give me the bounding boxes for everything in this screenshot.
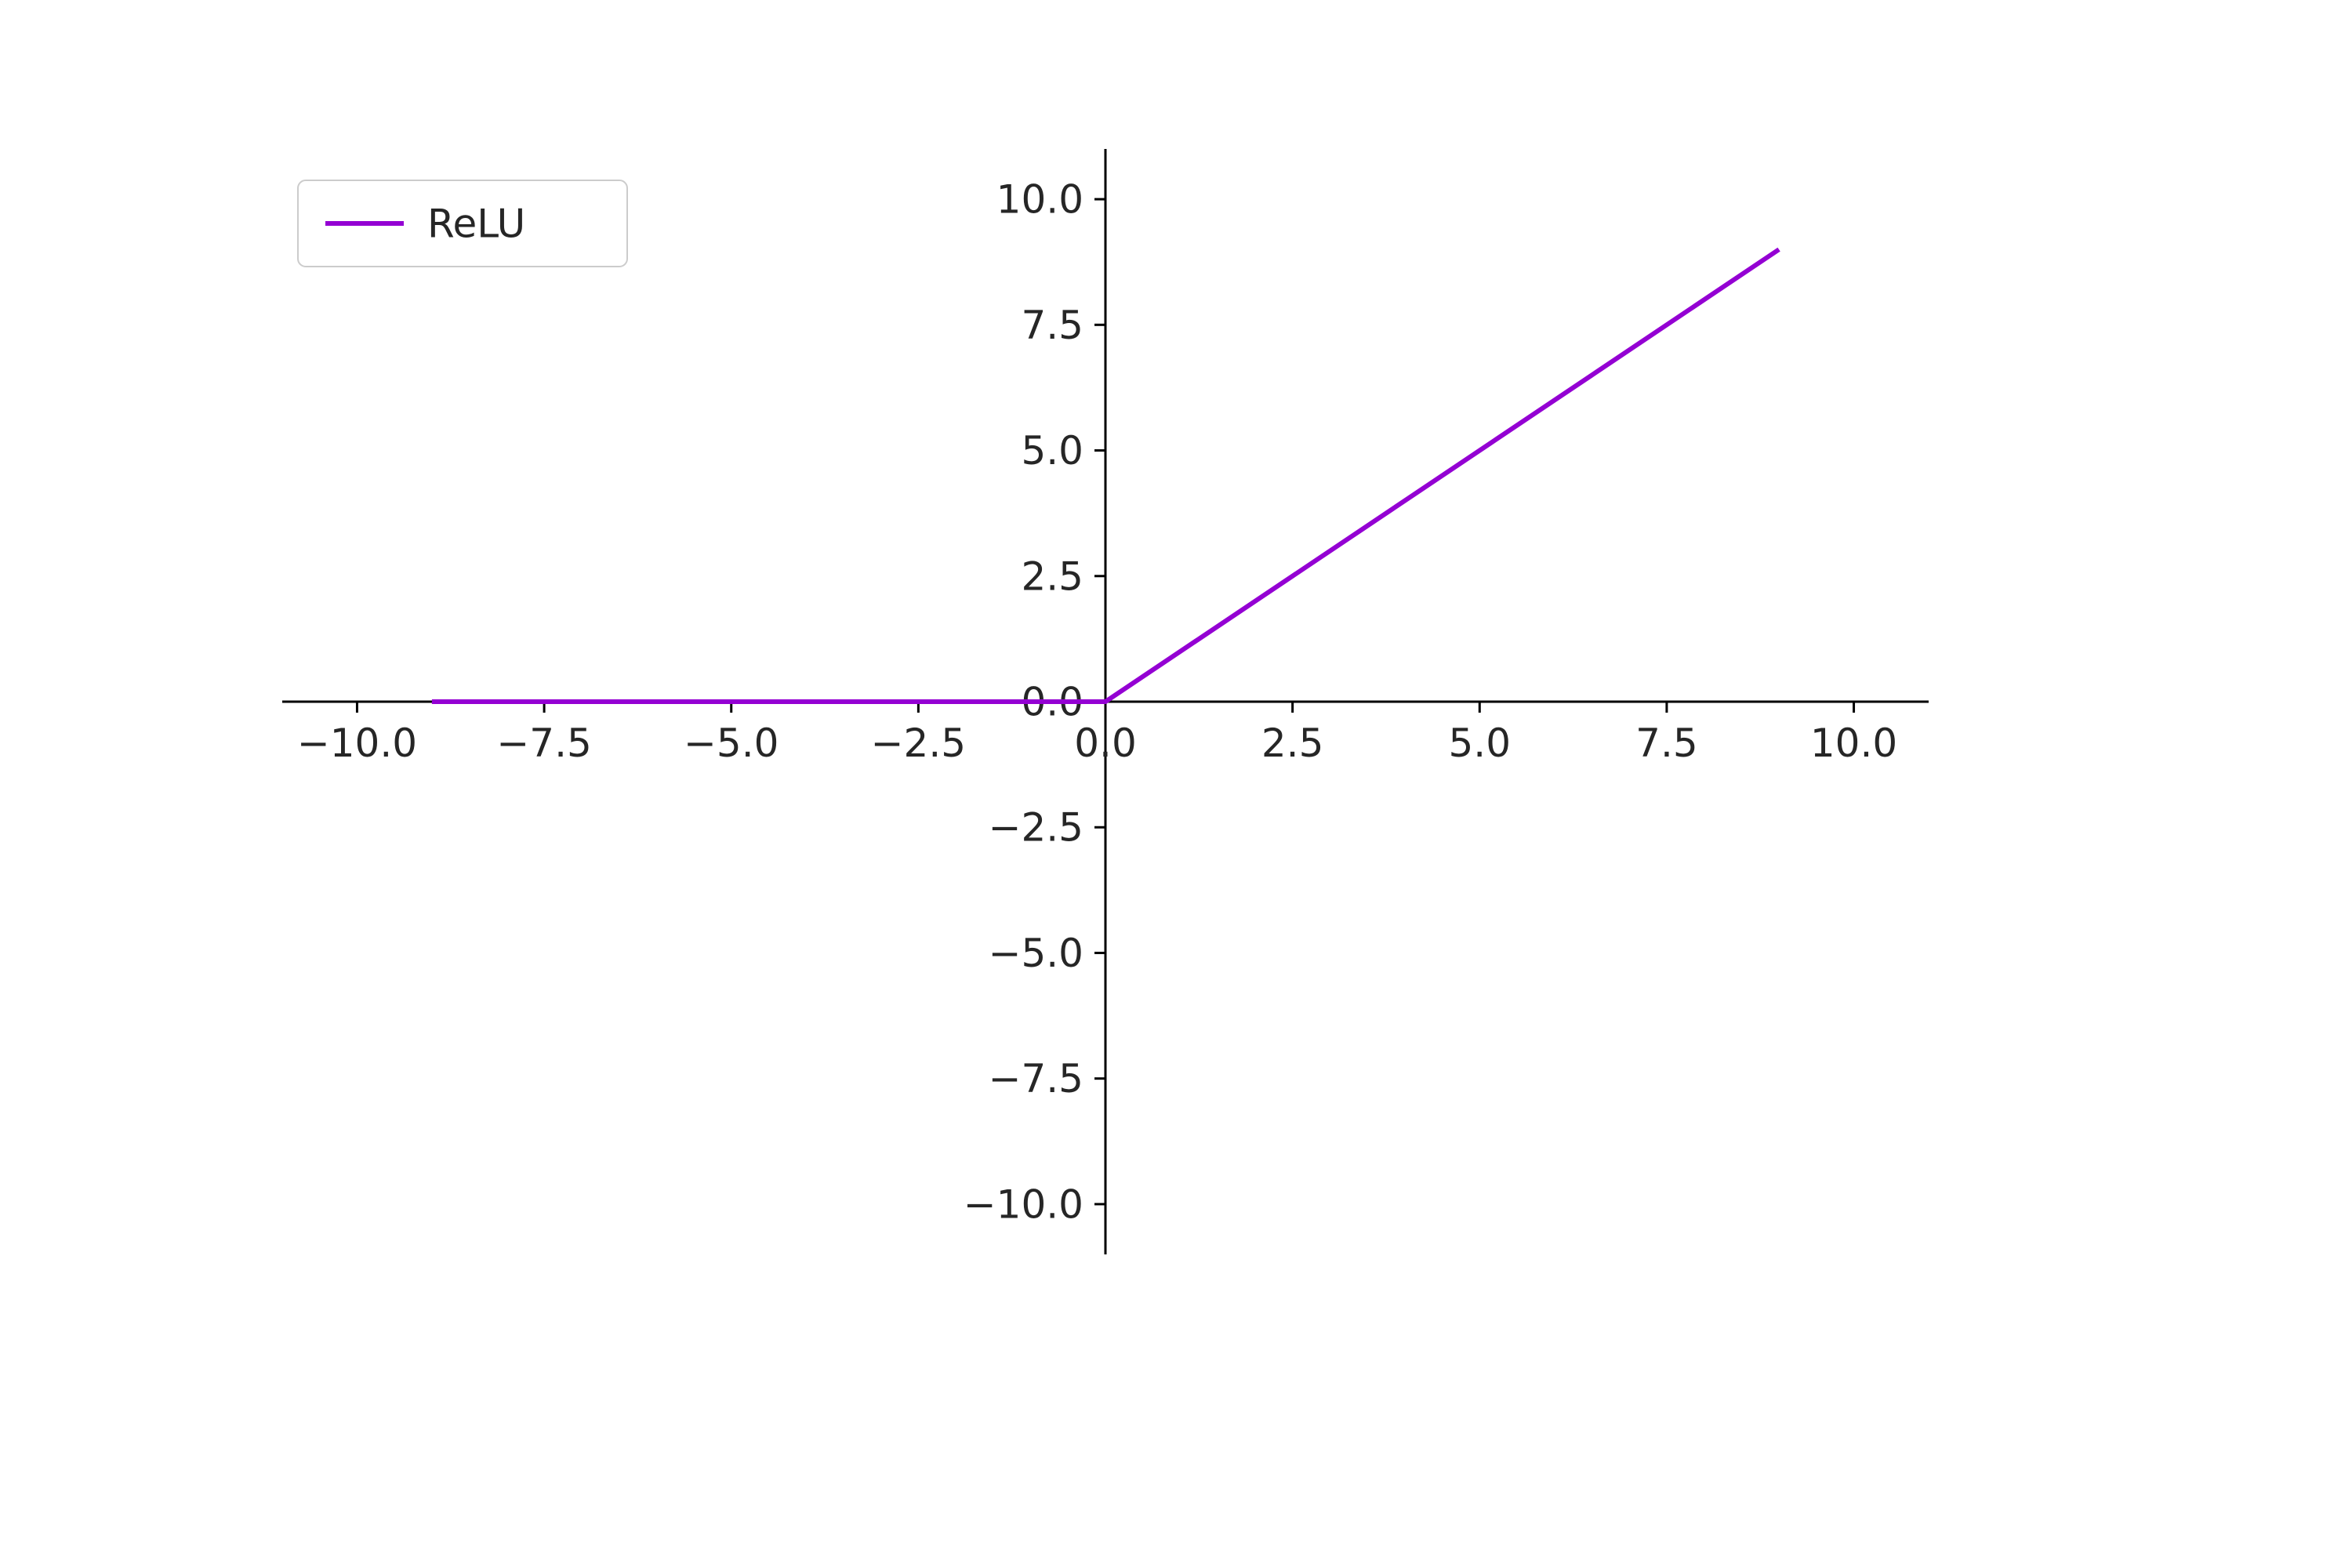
y-tick-label: −7.5 [989, 1056, 1083, 1102]
x-tick-label: 0.0 [1074, 720, 1137, 766]
x-tick-label: −5.0 [684, 720, 779, 766]
y-tick-label: 7.5 [1021, 303, 1083, 348]
y-tick-label: −10.0 [964, 1181, 1083, 1227]
x-tick-label: −7.5 [496, 720, 591, 766]
y-tick-label: 2.5 [1021, 554, 1083, 599]
y-tick-label: −2.5 [989, 805, 1083, 851]
chart-canvas: −10.0 −7.5 −5.0 −2.5 0.0 2.5 5.0 7.5 10.0 −10.0 −7… [0, 0, 2352, 1568]
x-tick-label: 2.5 [1261, 720, 1324, 766]
y-tick-label: 5.0 [1021, 428, 1083, 474]
legend-item-label: ReLU [427, 201, 525, 247]
x-tick-label: 5.0 [1449, 720, 1512, 766]
x-tick-label: 10.0 [1810, 720, 1897, 766]
x-tick-label: 7.5 [1635, 720, 1698, 766]
y-tick-label: 10.0 [996, 177, 1083, 223]
x-tick-label: −2.5 [871, 720, 966, 766]
relu-chart: −10.0 −7.5 −5.0 −2.5 0.0 2.5 5.0 7.5 10.0 −10.0 −7… [0, 0, 2352, 1568]
x-tick-label: −10.0 [297, 720, 417, 766]
y-tick-label: −5.0 [989, 931, 1083, 976]
legend: ReLU [298, 180, 627, 267]
